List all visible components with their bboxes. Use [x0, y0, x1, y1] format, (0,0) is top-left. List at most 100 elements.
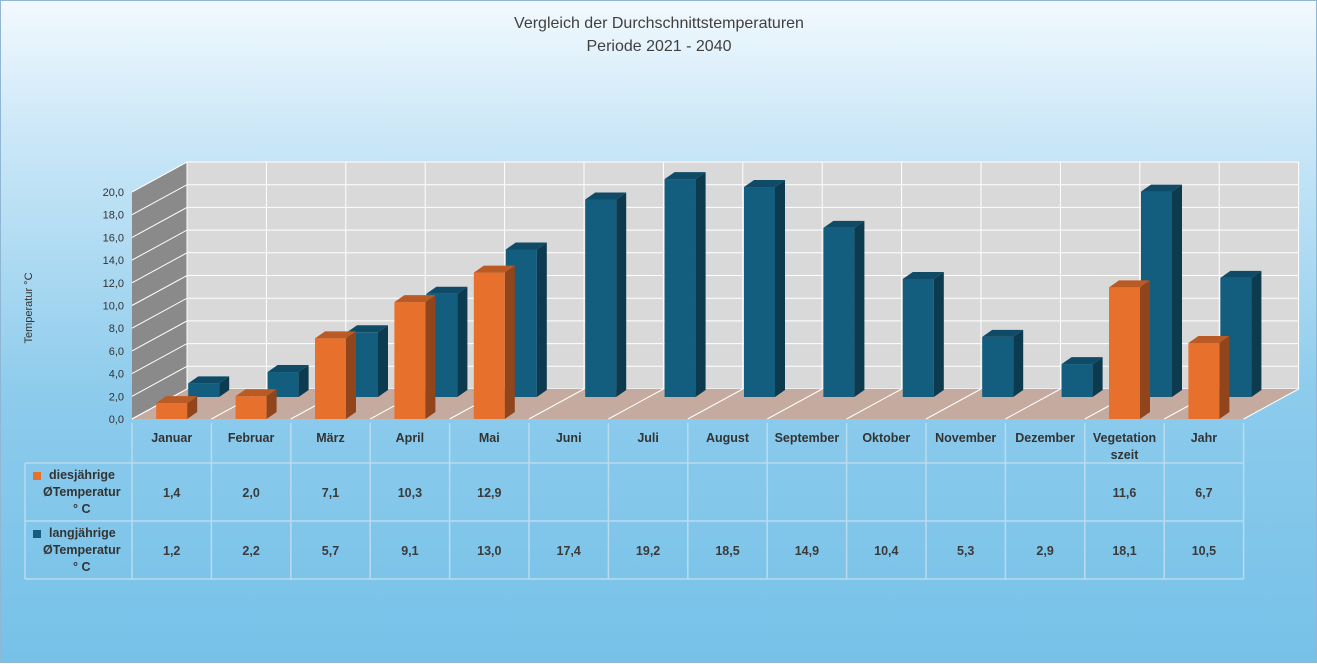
bar-series-2	[585, 192, 627, 397]
bar-side	[1219, 335, 1230, 419]
y-tick-label: 10,0	[103, 301, 124, 313]
bar-top	[1141, 184, 1182, 192]
bar-series-1	[1188, 335, 1230, 419]
bar-series-2	[982, 329, 1024, 397]
data-label: 19,2	[636, 544, 660, 558]
chart-subtitle: Periode 2021 - 2040	[587, 38, 732, 55]
bar-side	[457, 286, 468, 397]
y-tick-label: 0,0	[109, 414, 124, 426]
data-label: 5,3	[957, 544, 974, 558]
y-tick-label: 12,0	[103, 278, 124, 290]
data-label: 1,2	[163, 544, 180, 558]
bar-top	[426, 286, 468, 294]
data-label: 2,9	[1036, 544, 1053, 558]
data-label: 7,1	[322, 486, 339, 500]
bar-side	[616, 192, 627, 397]
bar-top	[1061, 357, 1103, 365]
bar-top	[664, 172, 706, 180]
bar-side	[933, 271, 944, 397]
category-label: Juli	[637, 431, 659, 445]
floor-line	[528, 388, 585, 420]
bar-front	[473, 272, 505, 419]
bar-front	[1109, 287, 1140, 419]
bar-top	[473, 265, 515, 273]
floor-line	[608, 388, 664, 420]
bar-side	[346, 331, 356, 419]
category-label: szeit	[1111, 448, 1140, 462]
bar-front	[585, 199, 617, 397]
bar-series-2	[902, 271, 944, 397]
data-label: 10,4	[874, 544, 898, 558]
bar-top	[744, 180, 785, 188]
bar-top	[902, 271, 944, 279]
data-label: 18,1	[1112, 544, 1136, 558]
bar-front	[1188, 342, 1220, 419]
bar-side	[1092, 357, 1103, 397]
bar-front	[982, 336, 1014, 397]
bar-side	[1013, 329, 1024, 397]
bar-series-2	[188, 376, 230, 397]
bar-top	[585, 192, 627, 200]
y-tick-label: 20,0	[103, 187, 124, 199]
bar-front	[315, 338, 346, 419]
floor-line	[687, 388, 744, 420]
y-axis-ticks: 0,0 2,0 4,0 6,0 8,0 10,0 12,0 14,0 16,0 18,0 20,0	[103, 187, 124, 426]
bar-side	[536, 242, 547, 397]
bar-series-1	[235, 389, 277, 419]
category-label: Mai	[479, 431, 500, 445]
bar-front	[394, 302, 426, 419]
bar-side	[775, 180, 785, 397]
category-label: April	[396, 431, 424, 445]
y-axis-label: Temperatur °C	[23, 272, 35, 343]
data-label: 5,7	[322, 544, 339, 558]
data-label: 1,4	[163, 486, 180, 500]
floor-line	[925, 388, 982, 420]
bar-side	[425, 295, 436, 419]
bar-top	[267, 365, 309, 373]
data-label: 12,9	[477, 486, 501, 500]
legend-swatch	[33, 472, 41, 480]
data-label: 2,0	[242, 486, 259, 500]
bar-top	[1220, 270, 1262, 278]
bar-side	[187, 396, 198, 419]
y-tick-label: 18,0	[103, 210, 124, 222]
bar-top	[982, 329, 1024, 337]
bar-top	[315, 331, 356, 339]
y-tick-label: 8,0	[109, 323, 124, 335]
legend-label: ØTemperatur	[43, 485, 121, 499]
data-label: 6,7	[1195, 486, 1212, 500]
floor-line	[766, 388, 823, 420]
bars	[156, 172, 1262, 419]
y-tick-label: 14,0	[103, 255, 124, 267]
y-tick-label: 2,0	[109, 391, 124, 403]
bar-series-1	[315, 331, 356, 419]
legend-label: langjährige	[49, 526, 116, 540]
floor-line	[1005, 388, 1061, 420]
data-label: 13,0	[477, 544, 501, 558]
data-label: 14,9	[795, 544, 819, 558]
data-label: 11,6	[1113, 486, 1137, 500]
category-label: Februar	[228, 431, 275, 445]
bar-side	[298, 365, 309, 397]
bar-side	[504, 265, 515, 419]
bar-side	[854, 220, 865, 397]
category-label: Vegetation	[1093, 431, 1156, 445]
bar-front	[902, 278, 934, 397]
bar-series-1	[394, 295, 436, 419]
data-label: 10,5	[1192, 544, 1216, 558]
data-label: 9,1	[401, 544, 418, 558]
bar-series-1	[1109, 280, 1150, 419]
bar-side	[695, 172, 706, 397]
data-label: 17,4	[557, 544, 581, 558]
bar-front	[664, 179, 696, 397]
bar-series-1	[156, 396, 198, 419]
category-label: Juni	[556, 431, 582, 445]
category-label: Dezember	[1015, 431, 1075, 445]
bar-series-2	[1141, 184, 1182, 397]
y-tick-label: 6,0	[109, 346, 124, 358]
bar-top	[394, 295, 436, 303]
bar-top	[1109, 280, 1150, 288]
bar-front	[188, 383, 220, 397]
data-label: 10,3	[398, 486, 422, 500]
bar-series-2	[267, 365, 309, 397]
